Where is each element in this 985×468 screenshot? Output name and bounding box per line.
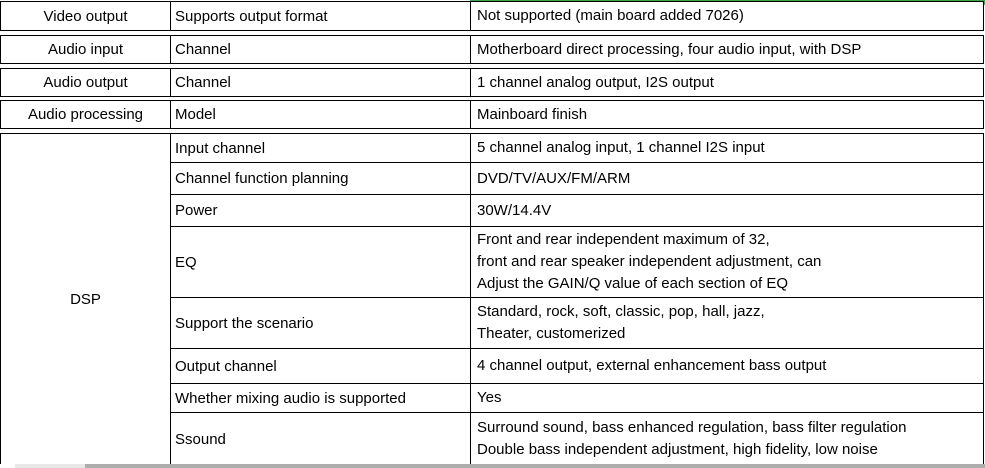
attribute-cell: Input channel bbox=[171, 134, 471, 162]
dsp-subrows: Input channel 5 channel analog input, 1 … bbox=[171, 134, 983, 465]
table-row: Audio processing Model Mainboard finish bbox=[0, 100, 984, 129]
attribute-cell: Support the scenario bbox=[171, 298, 471, 348]
attribute-cell: Supports output format bbox=[171, 2, 471, 30]
attribute-cell: Model bbox=[171, 101, 471, 128]
value-cell: 5 channel analog input, 1 channel I2S in… bbox=[477, 139, 765, 156]
attribute-cell: EQ bbox=[171, 227, 471, 297]
category-cell: Audio input bbox=[1, 36, 171, 63]
value-cell: Mainboard finish bbox=[477, 105, 588, 123]
category-cell: Audio processing bbox=[1, 101, 171, 128]
value-cell: Front and rear independent maximum of 32… bbox=[477, 231, 822, 292]
value-cell: Standard, rock, soft, classic, pop, hall… bbox=[477, 303, 765, 342]
table-row: Channel function planning DVD/TV/AUX/FM/… bbox=[171, 163, 983, 195]
attribute-cell: Channel bbox=[171, 69, 471, 96]
value-cell: 30W/14.4V bbox=[477, 201, 552, 219]
value-cell: Yes bbox=[477, 389, 502, 406]
bottom-strip-light-segment bbox=[15, 464, 85, 468]
category-cell-dsp: DSP bbox=[1, 134, 171, 465]
attribute-cell: Output channel bbox=[171, 349, 471, 383]
attribute-cell: Channel bbox=[171, 36, 471, 63]
value-cell: DVD/TV/AUX/FM/ARM bbox=[477, 169, 631, 187]
value-cell: Motherboard direct processing, four audi… bbox=[477, 40, 862, 58]
attribute-cell: Ssound bbox=[171, 413, 471, 465]
table-row: Power 30W/14.4V bbox=[171, 195, 983, 227]
horizontal-scrollbar[interactable] bbox=[85, 464, 985, 468]
table-row: EQ Front and rear independent maximum of… bbox=[171, 227, 983, 298]
table-row: Audio output Channel 1 channel analog ou… bbox=[0, 68, 984, 97]
attribute-cell: Power bbox=[171, 195, 471, 226]
value-cell: 4 channel output, external enhancement b… bbox=[477, 357, 827, 374]
attribute-cell: Whether mixing audio is supported bbox=[171, 384, 471, 412]
table-row: Output channel 4 channel output, externa… bbox=[171, 349, 983, 384]
dsp-row-group: DSP Input channel 5 channel analog input… bbox=[0, 133, 984, 466]
value-cell: 1 channel analog output, I2S output bbox=[477, 73, 714, 91]
table-row: Ssound Surround sound, bass enhanced reg… bbox=[171, 413, 983, 465]
table-row: Audio input Channel Motherboard direct p… bbox=[0, 35, 984, 64]
table-row: Video output Supports output format Not … bbox=[0, 1, 984, 31]
category-cell: Audio output bbox=[1, 69, 171, 96]
table-row: Support the scenario Standard, rock, sof… bbox=[171, 298, 983, 349]
attribute-cell: Channel function planning bbox=[171, 163, 471, 194]
bottom-edge-strip bbox=[0, 464, 985, 468]
table-row: Whether mixing audio is supported Yes bbox=[171, 384, 983, 413]
table-row: Input channel 5 channel analog input, 1 … bbox=[171, 134, 983, 163]
value-cell: Surround sound, bass enhanced regulation… bbox=[477, 419, 907, 458]
category-cell: Video output bbox=[1, 2, 171, 30]
value-cell: Not supported (main board added 7026) bbox=[477, 7, 744, 24]
